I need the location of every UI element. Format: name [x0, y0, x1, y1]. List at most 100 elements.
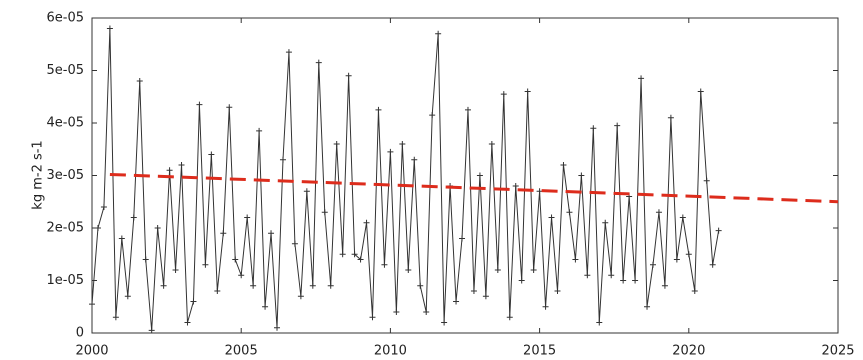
data-point	[268, 230, 275, 237]
data-point	[644, 303, 651, 310]
series-line	[91, 28, 720, 331]
data-point	[703, 177, 710, 184]
data-point	[518, 277, 525, 284]
x-tick-label: 2020	[672, 344, 705, 359]
data-point	[232, 256, 239, 263]
y-tick-label: 3e-05	[46, 168, 84, 183]
data-point	[566, 209, 573, 216]
x-tick-label: 2000	[75, 344, 108, 359]
data-point	[667, 114, 674, 121]
data-point	[89, 301, 95, 308]
data-point	[381, 261, 388, 268]
data-point	[274, 324, 281, 331]
data-point	[578, 172, 585, 179]
data-point	[220, 230, 227, 237]
data-point	[136, 78, 143, 84]
data-point	[500, 91, 507, 98]
y-tick-label: 2e-05	[46, 221, 84, 236]
data-point	[715, 227, 722, 234]
data-point	[572, 256, 579, 263]
data-point	[226, 104, 233, 111]
data-point	[112, 314, 119, 321]
data-point	[470, 288, 477, 294]
data-point	[584, 272, 591, 279]
data-point	[524, 88, 531, 95]
data-point	[399, 141, 406, 147]
data-point	[202, 261, 209, 268]
data-point	[453, 298, 460, 305]
y-tick-label: 5e-05	[46, 63, 84, 78]
data-point	[285, 49, 292, 56]
data-point	[512, 183, 519, 189]
data-point	[297, 293, 304, 300]
data-point	[530, 267, 537, 273]
data-point	[560, 162, 567, 168]
data-point	[363, 219, 370, 226]
data-point	[441, 319, 448, 326]
data-point	[429, 112, 436, 119]
data-point	[345, 72, 352, 79]
data-point	[142, 256, 149, 263]
data-point	[130, 214, 137, 221]
data-point	[214, 288, 221, 294]
data-point	[369, 314, 376, 321]
data-point	[178, 162, 185, 168]
data-point	[506, 314, 513, 321]
data-point	[542, 303, 549, 310]
data-point	[172, 267, 179, 273]
data-point	[309, 282, 316, 289]
data-point	[262, 303, 269, 310]
data-point	[184, 319, 191, 326]
x-tick-label: 2010	[374, 344, 407, 359]
y-tick-label: 1e-05	[46, 273, 84, 288]
data-point	[351, 251, 358, 258]
data-point	[124, 293, 131, 300]
data-point	[685, 251, 692, 258]
data-point	[238, 272, 245, 279]
data-point	[166, 167, 173, 174]
data-point	[375, 106, 382, 113]
data-point	[709, 261, 716, 268]
data-point	[279, 156, 286, 163]
data-point	[602, 219, 609, 226]
y-axis-label: kg m-2 s-1	[31, 140, 46, 209]
x-tick-label: 2005	[225, 344, 258, 359]
data-point	[691, 288, 698, 294]
data-point	[387, 148, 394, 155]
data-point	[160, 282, 167, 289]
data-point	[405, 267, 412, 273]
data-point	[339, 251, 346, 258]
trend-line	[109, 172, 839, 204]
data-point	[464, 106, 471, 113]
data-point	[459, 235, 466, 242]
data-point	[315, 59, 322, 66]
data-point	[620, 277, 627, 284]
x-tick-label: 2025	[821, 344, 854, 359]
data-point	[303, 188, 310, 195]
data-point	[154, 225, 161, 231]
data-point	[327, 282, 334, 289]
data-point	[661, 282, 668, 289]
data-point	[106, 25, 113, 32]
data-point	[333, 141, 340, 147]
y-tick-label: 4e-05	[46, 116, 84, 131]
data-point	[632, 277, 639, 284]
data-point	[411, 156, 418, 163]
x-tick-label: 2015	[523, 344, 556, 359]
data-point	[256, 127, 263, 134]
data-point	[423, 309, 430, 315]
data-point	[488, 141, 495, 147]
data-point	[482, 293, 489, 300]
data-point	[649, 261, 656, 268]
data-point	[100, 204, 107, 210]
data-point	[417, 282, 424, 289]
data-point	[608, 272, 615, 279]
data-point	[291, 240, 298, 247]
data-point	[590, 125, 597, 132]
data-point	[118, 235, 125, 242]
data-point	[548, 214, 555, 221]
data-point	[94, 225, 101, 231]
data-point	[190, 298, 197, 305]
data-point	[655, 209, 662, 216]
